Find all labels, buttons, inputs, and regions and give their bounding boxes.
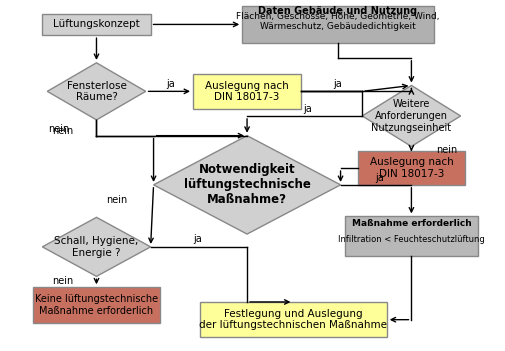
- Bar: [199, 302, 386, 337]
- Text: Auslegung nach
DIN 18017-3: Auslegung nach DIN 18017-3: [369, 157, 452, 179]
- Text: Flächen, Geschosse, Höhe, Geometrie, Wind,
Wärmeschutz, Gebäudedichtigkeit: Flächen, Geschosse, Höhe, Geometrie, Win…: [235, 12, 438, 31]
- Text: Daten Gebäude und Nutzung: Daten Gebäude und Nutzung: [258, 6, 416, 15]
- Text: Keine lüftungstechnische
Maßnahme erforderlich: Keine lüftungstechnische Maßnahme erford…: [35, 294, 158, 316]
- Text: ja: ja: [375, 173, 383, 183]
- Text: ja: ja: [303, 104, 312, 114]
- Text: ja: ja: [166, 79, 174, 90]
- Text: Lüftungskonzept: Lüftungskonzept: [53, 19, 139, 29]
- Bar: [358, 151, 464, 185]
- Text: ja: ja: [333, 79, 341, 90]
- Polygon shape: [42, 217, 150, 276]
- Polygon shape: [47, 63, 145, 120]
- Text: nein: nein: [52, 276, 73, 286]
- Bar: [32, 287, 160, 323]
- Bar: [192, 74, 300, 109]
- Text: Schall, Hygiene,
Energie ?: Schall, Hygiene, Energie ?: [54, 236, 138, 258]
- Text: Auslegung nach
DIN 18017-3: Auslegung nach DIN 18017-3: [205, 80, 288, 102]
- Text: Maßnahme erforderlich: Maßnahme erforderlich: [351, 219, 470, 228]
- Text: ja: ja: [193, 234, 202, 244]
- Text: nein: nein: [435, 145, 457, 155]
- Text: Notwendigkeit
lüftungstechnische
Maßnahme?: Notwendigkeit lüftungstechnische Maßnahm…: [183, 163, 310, 206]
- Bar: [42, 14, 150, 35]
- Text: Infiltration < Feuchteschutzlüftung: Infiltration < Feuchteschutzlüftung: [337, 235, 484, 244]
- Bar: [344, 216, 477, 256]
- Text: nein: nein: [52, 126, 73, 136]
- Text: Weitere
Anforderungen
Nutzungseinheit: Weitere Anforderungen Nutzungseinheit: [371, 99, 450, 133]
- Text: nein: nein: [107, 194, 128, 205]
- Text: Festlegung und Auslegung
der lüftungstechnischen Maßnahme: Festlegung und Auslegung der lüftungstec…: [199, 309, 386, 331]
- Text: nein: nein: [48, 124, 69, 134]
- Polygon shape: [362, 85, 460, 146]
- Polygon shape: [153, 135, 340, 234]
- Bar: [241, 6, 433, 43]
- Text: Fensterlose
Räume?: Fensterlose Räume?: [67, 80, 126, 102]
